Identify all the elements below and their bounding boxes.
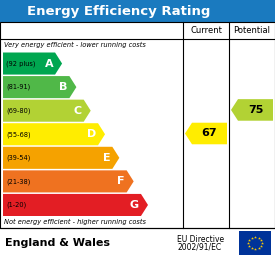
Text: B: B <box>59 82 67 92</box>
Text: Potential: Potential <box>233 26 271 35</box>
Text: C: C <box>74 106 82 116</box>
Polygon shape <box>3 147 119 169</box>
Text: (39-54): (39-54) <box>6 155 30 161</box>
Polygon shape <box>3 76 76 98</box>
Polygon shape <box>3 123 105 145</box>
Text: Energy Efficiency Rating: Energy Efficiency Rating <box>27 4 210 18</box>
Polygon shape <box>3 100 91 122</box>
Text: (92 plus): (92 plus) <box>6 60 35 67</box>
Text: (55-68): (55-68) <box>6 131 31 138</box>
Text: Current: Current <box>190 26 222 35</box>
Text: England & Wales: England & Wales <box>5 238 110 248</box>
Text: F: F <box>117 176 125 186</box>
Polygon shape <box>3 194 148 216</box>
Polygon shape <box>3 52 62 75</box>
Text: G: G <box>130 200 139 210</box>
Polygon shape <box>231 99 273 121</box>
Text: E: E <box>103 153 110 163</box>
Bar <box>0 228 275 258</box>
Text: Not energy efficient - higher running costs: Not energy efficient - higher running co… <box>4 219 146 225</box>
Text: 67: 67 <box>202 128 217 139</box>
Text: D: D <box>87 129 96 139</box>
Polygon shape <box>3 170 134 192</box>
Bar <box>0 0 275 22</box>
Text: 2002/91/EC: 2002/91/EC <box>177 243 221 252</box>
Text: 75: 75 <box>248 105 263 115</box>
Text: (21-38): (21-38) <box>6 178 30 185</box>
Text: (69-80): (69-80) <box>6 107 31 114</box>
Text: Very energy efficient - lower running costs: Very energy efficient - lower running co… <box>4 42 146 48</box>
Text: (81-91): (81-91) <box>6 84 30 90</box>
Bar <box>0 22 275 228</box>
Bar <box>239 231 271 255</box>
Text: (1-20): (1-20) <box>6 202 26 208</box>
Polygon shape <box>185 123 227 144</box>
Text: EU Directive: EU Directive <box>177 235 224 244</box>
Text: A: A <box>45 59 53 69</box>
